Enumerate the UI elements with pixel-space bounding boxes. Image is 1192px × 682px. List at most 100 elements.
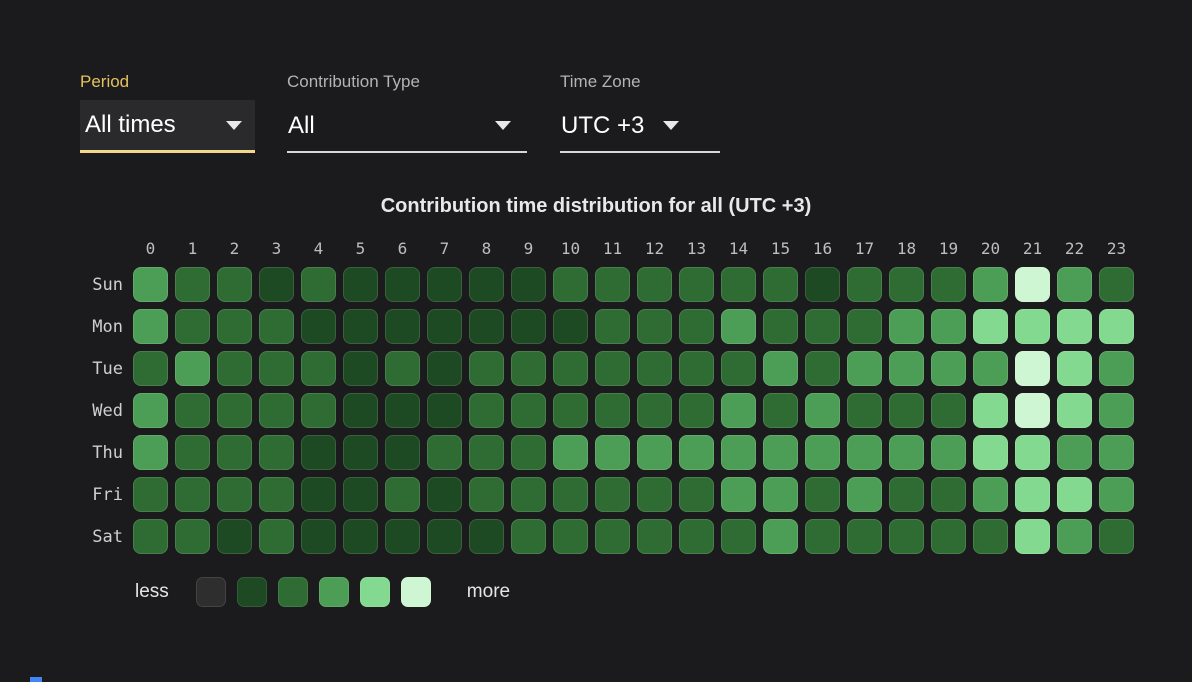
- heatmap-cell: [217, 351, 252, 386]
- heatmap-cell: [427, 519, 462, 554]
- heatmap-cell: [637, 309, 672, 344]
- heatmap-cell: [385, 519, 420, 554]
- heatmap-cell: [301, 351, 336, 386]
- heatmap-cell: [973, 435, 1008, 470]
- heatmap-cell: [1099, 393, 1134, 428]
- heatmap-cell: [259, 393, 294, 428]
- period-select[interactable]: All times: [80, 100, 255, 153]
- heatmap-cell: [175, 435, 210, 470]
- day-label: Tue: [92, 358, 123, 379]
- heatmap-cell: [637, 351, 672, 386]
- heatmap-cell: [931, 477, 966, 512]
- heatmap-cell: [1099, 477, 1134, 512]
- heatmap-cell: [637, 435, 672, 470]
- heatmap-cell: [973, 519, 1008, 554]
- heatmap-cell: [595, 393, 630, 428]
- hour-label: 3: [271, 239, 282, 258]
- heatmap-cell: [427, 267, 462, 302]
- contribution-type-select[interactable]: All: [287, 100, 527, 153]
- chevron-down-icon: [663, 121, 680, 130]
- heatmap-cell: [301, 477, 336, 512]
- heatmap-cell: [679, 267, 714, 302]
- heatmap-cell: [889, 393, 924, 428]
- heatmap-cell: [343, 267, 378, 302]
- heatmap-cell: [343, 351, 378, 386]
- heatmap-cell: [595, 267, 630, 302]
- heatmap-cell: [133, 267, 168, 302]
- heatmap-cell: [1099, 435, 1134, 470]
- hour-label: 5: [355, 239, 366, 258]
- heatmap-cell: [679, 477, 714, 512]
- heatmap-cell: [511, 351, 546, 386]
- heatmap-cell: [805, 519, 840, 554]
- heatmap-cell: [1099, 309, 1134, 344]
- heatmap-cell: [1057, 309, 1092, 344]
- heatmap-cell: [973, 477, 1008, 512]
- heatmap-cell: [427, 477, 462, 512]
- heatmap-cell: [469, 435, 504, 470]
- legend-swatch: [277, 577, 308, 607]
- legend-swatch: [195, 577, 226, 607]
- heatmap-cell: [763, 519, 798, 554]
- heatmap-cell: [1057, 519, 1092, 554]
- heatmap-cell: [721, 393, 756, 428]
- heatmap-cell: [511, 519, 546, 554]
- heatmap-cell: [343, 393, 378, 428]
- heatmap-cell: [385, 309, 420, 344]
- day-label: Mon: [92, 316, 123, 337]
- hour-label: 22: [1064, 239, 1085, 258]
- heatmap-cell: [469, 393, 504, 428]
- period-value: All times: [85, 111, 176, 138]
- chevron-down-icon: [226, 120, 242, 130]
- hour-label: 6: [397, 239, 408, 258]
- heatmap-cell: [721, 477, 756, 512]
- heatmap-cell: [889, 351, 924, 386]
- time-zone-label: Time Zone: [560, 72, 641, 91]
- contribution-type-filter: Contribution Type All: [287, 72, 527, 153]
- heatmap-cell: [343, 519, 378, 554]
- day-label: Fri: [92, 484, 123, 505]
- heatmap-cell: [301, 435, 336, 470]
- heatmap-cell: [763, 267, 798, 302]
- heatmap-cell: [427, 435, 462, 470]
- heatmap-cell: [133, 519, 168, 554]
- heatmap-cell: [175, 267, 210, 302]
- heatmap-cell: [301, 267, 336, 302]
- heatmap-cell: [1057, 393, 1092, 428]
- time-zone-select[interactable]: UTC +3: [560, 100, 720, 153]
- heatmap-cell: [553, 435, 588, 470]
- heatmap-cell: [427, 309, 462, 344]
- period-filter: Period All times: [80, 72, 255, 153]
- heatmap-cell: [1015, 267, 1050, 302]
- heatmap-cell: [133, 477, 168, 512]
- heatmap-cell: [1015, 435, 1050, 470]
- heatmap-cell: [259, 477, 294, 512]
- heatmap-cell: [805, 393, 840, 428]
- heatmap-cell: [763, 351, 798, 386]
- heatmap-cell: [889, 435, 924, 470]
- heatmap-cell: [133, 393, 168, 428]
- heatmap-cell: [511, 309, 546, 344]
- heatmap-cell: [931, 351, 966, 386]
- hour-label: 9: [523, 239, 534, 258]
- heatmap-cell: [385, 267, 420, 302]
- heatmap-cell: [301, 393, 336, 428]
- heatmap-cell: [1057, 267, 1092, 302]
- heatmap-cell: [175, 351, 210, 386]
- heatmap-cell: [1015, 519, 1050, 554]
- hour-label: 2: [229, 239, 240, 258]
- heatmap-cell: [259, 435, 294, 470]
- heatmap-cell: [931, 435, 966, 470]
- heatmap-cell: [721, 519, 756, 554]
- heatmap-cell: [133, 309, 168, 344]
- heatmap-cell: [259, 519, 294, 554]
- legend-swatch: [318, 577, 349, 607]
- heatmap-cell: [847, 309, 882, 344]
- heatmap-cell: [1099, 519, 1134, 554]
- heatmap-cell: [721, 309, 756, 344]
- heatmap-cell: [973, 393, 1008, 428]
- heatmap-cell: [469, 519, 504, 554]
- heatmap-cell: [805, 435, 840, 470]
- heatmap-cell: [1057, 435, 1092, 470]
- legend-swatches: [195, 577, 431, 607]
